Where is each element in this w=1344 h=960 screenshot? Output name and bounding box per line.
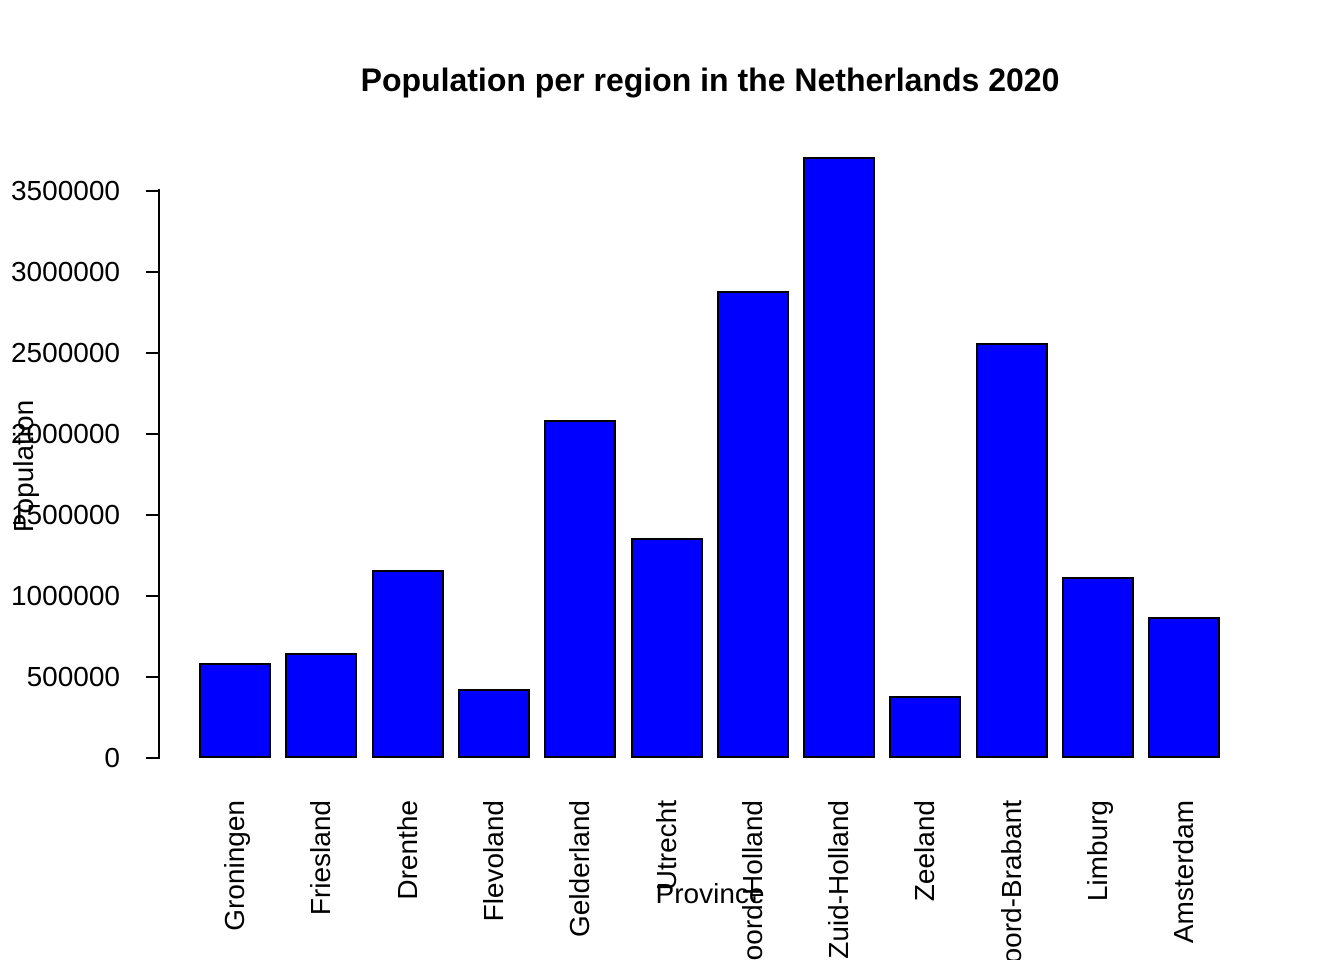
y-tick-label: 1000000 bbox=[10, 580, 120, 611]
y-tick-label: 0 bbox=[104, 742, 120, 773]
bar-noord-brabant bbox=[976, 343, 1048, 758]
y-tick-label: 3000000 bbox=[10, 256, 120, 287]
y-tick-mark bbox=[146, 352, 159, 354]
bar-gelderland bbox=[544, 420, 616, 758]
bar-groningen bbox=[199, 663, 271, 758]
bar-zuid-holland bbox=[803, 157, 875, 758]
y-tick-mark bbox=[146, 676, 159, 678]
bar-flevoland bbox=[458, 689, 530, 758]
x-axis-label: Province bbox=[655, 878, 765, 909]
y-tick-mark bbox=[146, 433, 159, 435]
bar-amsterdam bbox=[1148, 617, 1220, 758]
y-tick-label: 2500000 bbox=[10, 337, 120, 368]
y-axis-line bbox=[158, 189, 160, 759]
y-tick-label: 2000000 bbox=[10, 418, 120, 449]
y-tick-label: 1500000 bbox=[10, 499, 120, 530]
bar-zeeland bbox=[889, 696, 961, 758]
chart-title: Population per region in the Netherlands… bbox=[360, 62, 1060, 98]
bar-noord-holland bbox=[717, 291, 789, 758]
y-tick-mark bbox=[146, 271, 159, 273]
y-tick-mark bbox=[146, 190, 159, 192]
bar-utrecht bbox=[631, 538, 703, 758]
bar-friesland bbox=[285, 653, 357, 758]
bar-limburg bbox=[1062, 577, 1134, 758]
y-tick-mark bbox=[146, 514, 159, 516]
y-tick-mark bbox=[146, 595, 159, 597]
y-tick-mark bbox=[146, 757, 159, 759]
y-tick-label: 3500000 bbox=[10, 175, 120, 206]
y-tick-label: 500000 bbox=[26, 661, 120, 692]
bar-drenthe bbox=[372, 570, 444, 758]
